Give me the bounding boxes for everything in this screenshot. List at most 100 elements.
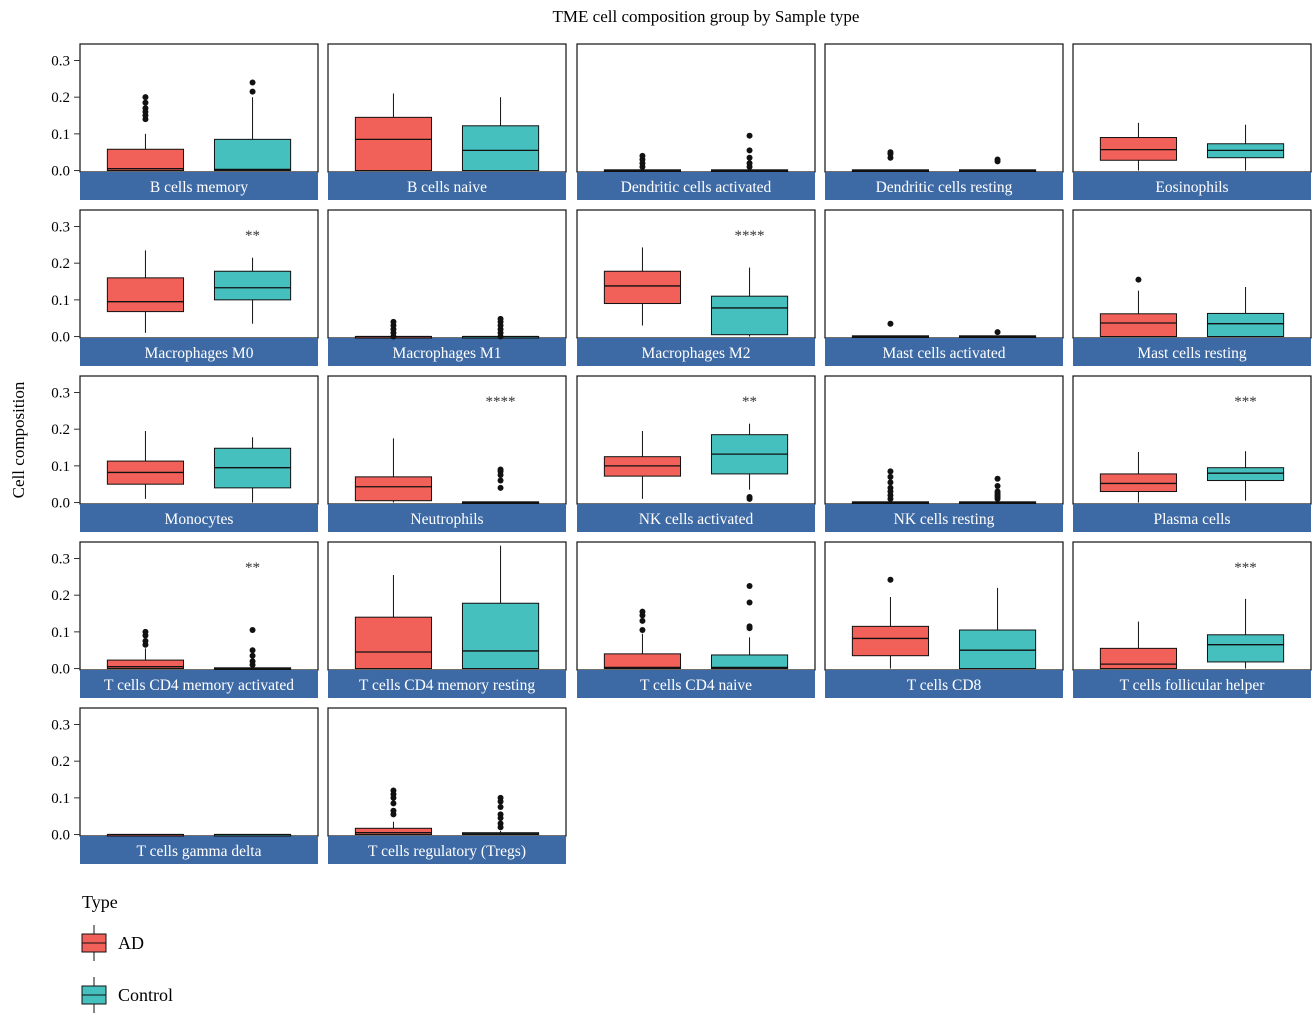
- box-iqr: [1099, 473, 1178, 493]
- outlier-point: [497, 804, 504, 811]
- facet-strip-label: NK cells activated: [639, 511, 754, 528]
- outlier-point: [746, 583, 753, 590]
- y-tick-label: 0.3: [51, 552, 70, 568]
- box-ad: [354, 787, 433, 836]
- outlier-point: [994, 156, 1001, 163]
- facet-panel: B cells memory: [79, 43, 319, 200]
- outlier-point: [142, 94, 149, 101]
- box-control: [213, 833, 292, 837]
- panel-border: [327, 209, 567, 339]
- outlier-point: [142, 638, 149, 645]
- box-iqr: [461, 125, 540, 172]
- box-ad: [603, 247, 682, 326]
- facet-strip: [328, 172, 566, 200]
- significance-label: ****: [735, 228, 765, 244]
- outlier-point: [249, 647, 256, 654]
- box-iqr: [354, 476, 433, 502]
- box-control: [710, 583, 789, 670]
- facet-strip-label: Dendritic cells resting: [876, 179, 1013, 196]
- legend-title: Type: [82, 892, 118, 912]
- y-axis-row-4: 0.0 0.1 0.2 0.3: [51, 718, 80, 844]
- facet-strip-label: T cells follicular helper: [1120, 677, 1266, 694]
- box-iqr: [1099, 313, 1178, 338]
- legend-label: AD: [118, 933, 144, 953]
- facet-panel: T cells CD4 naive: [576, 541, 816, 698]
- facet-strip-label: T cells CD4 memory resting: [359, 677, 535, 694]
- outlier-point: [249, 79, 256, 86]
- box-control: [461, 794, 540, 836]
- box-iqr: [213, 138, 292, 172]
- outlier-point: [887, 479, 894, 486]
- facet-strip-label: Plasma cells: [1153, 511, 1230, 528]
- box-iqr: [106, 148, 185, 172]
- box-control: [1206, 124, 1285, 171]
- outlier-point: [142, 628, 149, 635]
- y-tick-label: 0.1: [51, 459, 70, 475]
- outlier-point: [887, 149, 894, 156]
- facet-strip-label: Macrophages M0: [145, 345, 254, 362]
- panel-border: [79, 541, 319, 671]
- outlier-point: [249, 652, 256, 659]
- y-tick-label: 0.2: [51, 422, 70, 438]
- box-control: [710, 423, 789, 502]
- box-ad: [106, 94, 185, 172]
- box-control: [461, 97, 540, 172]
- box-ad: [851, 149, 930, 172]
- box-ad: [851, 576, 930, 669]
- outlier-point: [639, 617, 646, 624]
- outlier-point: [994, 483, 1001, 490]
- facet-strip: [80, 504, 318, 532]
- outlier-point: [994, 475, 1001, 482]
- y-tick-label: 0.3: [51, 386, 70, 402]
- outlier-point: [887, 473, 894, 480]
- y-tick-label: 0.3: [51, 718, 70, 734]
- outlier-point: [887, 468, 894, 475]
- facet-panel: Dendritic cells activated: [576, 43, 816, 200]
- facet-panel: T cells gamma delta: [79, 707, 319, 864]
- box-ad: [603, 431, 682, 499]
- facet-panel: Macrophages M0: [79, 209, 319, 366]
- facet-strip-label: Eosinophils: [1155, 179, 1228, 196]
- facet-strip-label: Monocytes: [165, 511, 234, 528]
- facet-strip-label: B cells naive: [407, 179, 487, 196]
- box-control: [213, 257, 292, 324]
- facet-panel: T cells CD8: [824, 541, 1064, 698]
- outlier-point: [249, 88, 256, 95]
- outlier-point: [142, 105, 149, 112]
- outlier-point: [887, 576, 894, 583]
- outlier-point: [746, 154, 753, 161]
- facet-strip: [328, 836, 566, 864]
- facet-strip: [825, 670, 1063, 698]
- outlier-point: [887, 320, 894, 327]
- significance-label: ****: [486, 394, 516, 410]
- outlier-point: [497, 820, 504, 827]
- facet-strip-label: Mast cells resting: [1137, 345, 1247, 362]
- box-ad: [1099, 621, 1178, 670]
- facet-strip: [825, 172, 1063, 200]
- box-ad: [354, 575, 433, 670]
- outlier-point: [746, 147, 753, 154]
- box-ad: [354, 318, 433, 340]
- facet-strip: [577, 338, 815, 366]
- box-iqr: [106, 659, 185, 670]
- box-control: [1206, 287, 1285, 338]
- outlier-point: [249, 627, 256, 634]
- significance-label: **: [245, 560, 260, 576]
- outlier-point: [497, 484, 504, 491]
- facet-panel: Mast cells activated: [824, 209, 1064, 366]
- box-control: [958, 156, 1037, 172]
- box-iqr: [958, 629, 1037, 670]
- facet-panel: Monocytes: [79, 375, 319, 532]
- y-tick-label: 0.1: [51, 791, 70, 807]
- facet-panel: Plasma cells ***: [1072, 375, 1312, 532]
- facet-strip: [825, 338, 1063, 366]
- box-iqr: [106, 277, 185, 313]
- box-iqr: [354, 116, 433, 172]
- outlier-point: [639, 152, 646, 159]
- box-iqr: [710, 295, 789, 336]
- facet-strip: [1073, 504, 1311, 532]
- box-ad: [106, 628, 185, 670]
- facet-strip: [577, 504, 815, 532]
- facet-panel: NK cells activated **: [576, 375, 816, 532]
- facet-strip-label: T cells CD4 memory activated: [104, 677, 294, 694]
